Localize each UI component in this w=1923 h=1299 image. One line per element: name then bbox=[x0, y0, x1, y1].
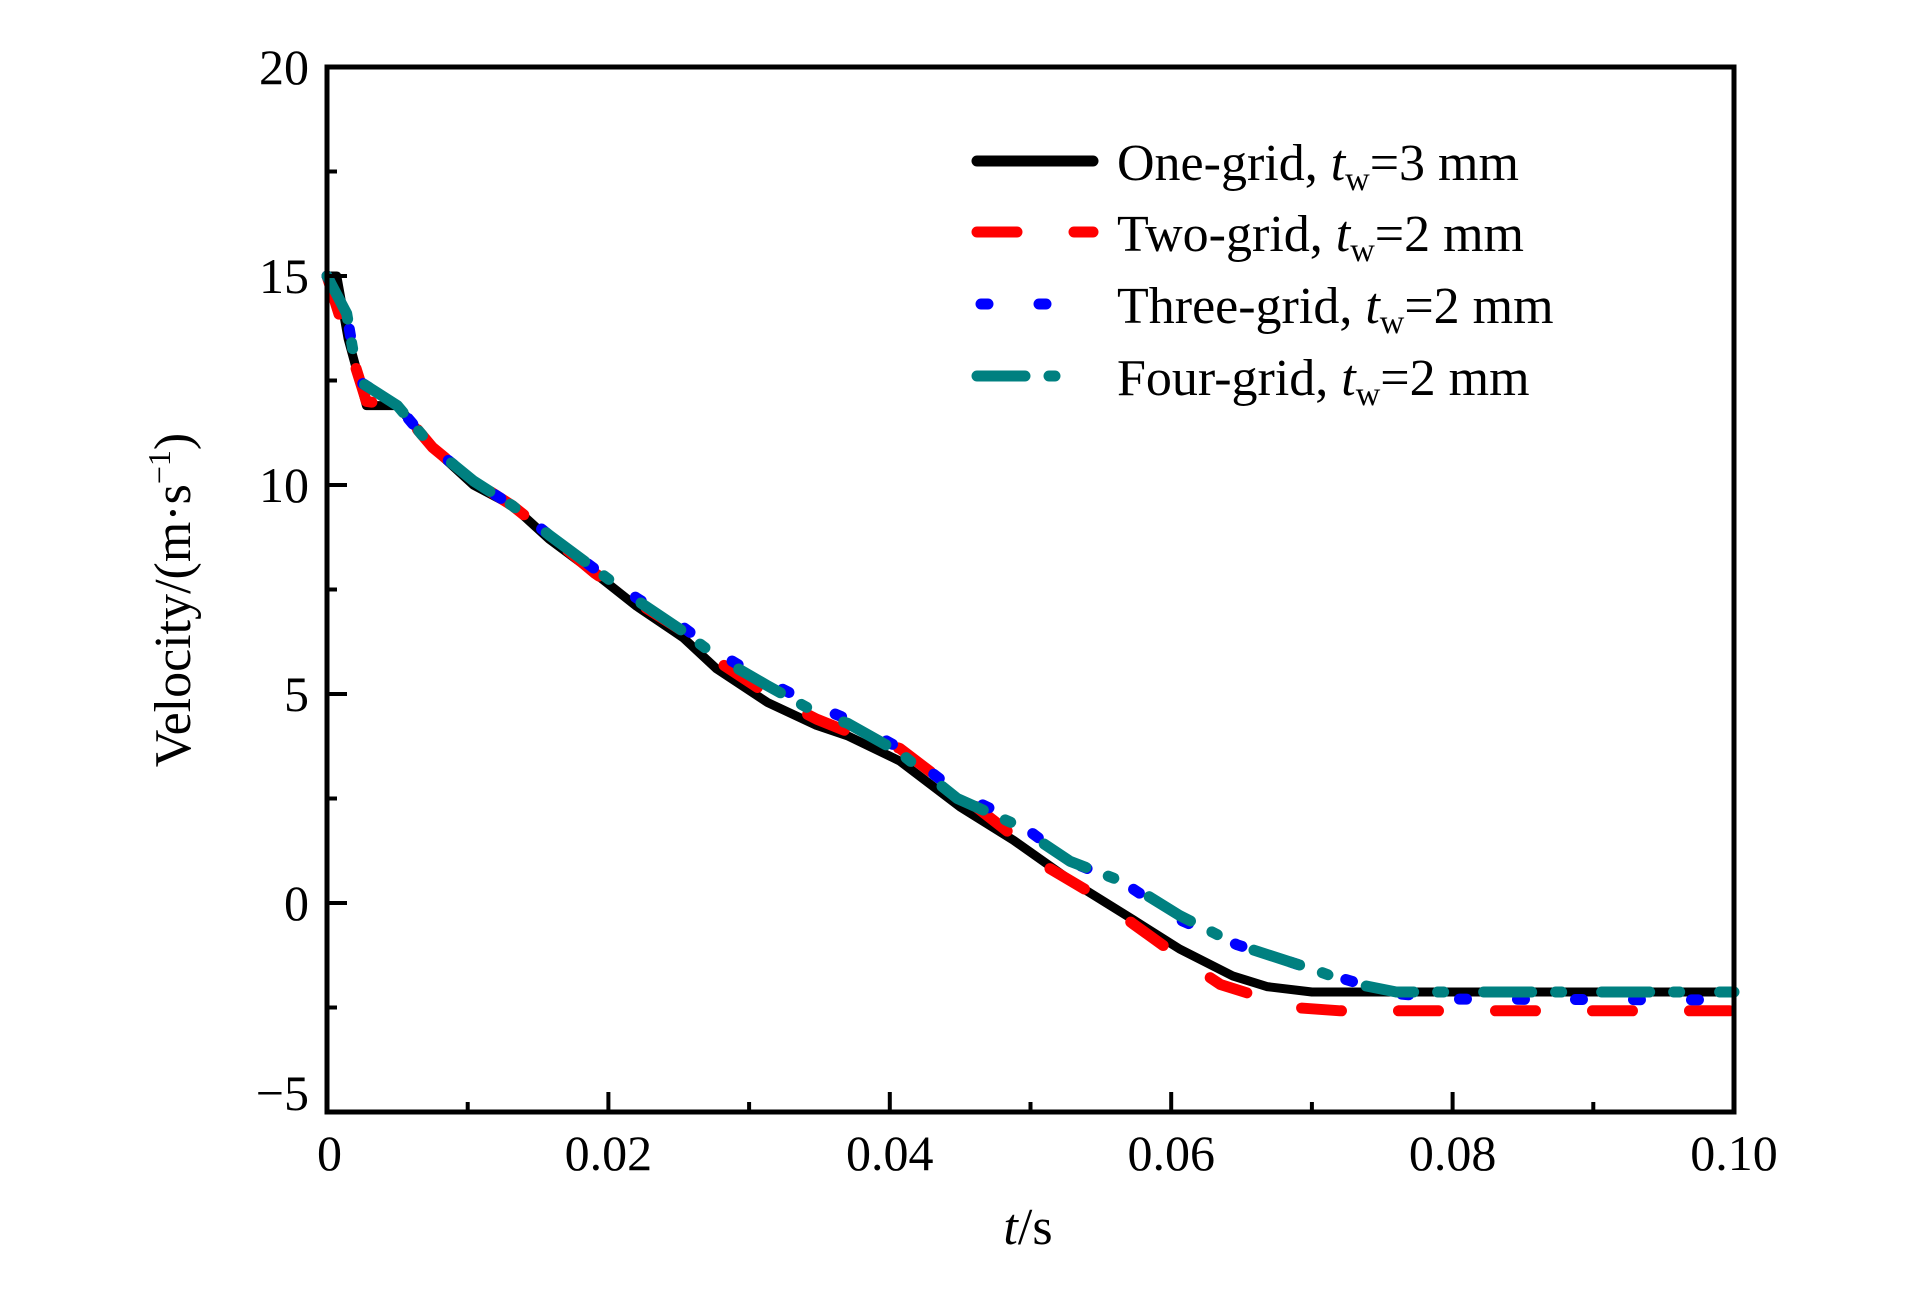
series-layer bbox=[321, 270, 1740, 1017]
x-tick-label: 0.10 bbox=[1690, 1125, 1778, 1181]
y-tick-label: 20 bbox=[259, 39, 309, 95]
y-tick-label: 5 bbox=[284, 666, 309, 722]
x-axis-title-var: t bbox=[1003, 1199, 1019, 1256]
x-tick-label: 0 bbox=[317, 1125, 342, 1181]
legend-label-two-grid: Two-grid, tw=2 mm bbox=[1117, 206, 1524, 269]
y-tick-label: 15 bbox=[259, 248, 309, 304]
legend-item-two-grid: Two-grid, tw=2 mm bbox=[971, 206, 1524, 269]
y-axis-title-close: ) bbox=[145, 433, 202, 450]
legend-label-one-grid: One-grid, tw=3 mm bbox=[1117, 135, 1519, 198]
legend-label-three-grid: Three-grid, tw=2 mm bbox=[1117, 278, 1554, 341]
x-tick-label: 0.04 bbox=[846, 1125, 934, 1181]
axis-ticks bbox=[327, 169, 1596, 1112]
y-tick-label: 10 bbox=[259, 457, 309, 513]
y-tick-label: −5 bbox=[256, 1065, 309, 1121]
y-axis-title-sup: −1 bbox=[141, 450, 177, 484]
series-line-two-grid bbox=[321, 270, 1740, 1017]
legend: One-grid, tw=3 mm Two-grid, tw=2 mm Thre… bbox=[971, 135, 1554, 413]
x-axis-title-unit: /s bbox=[1018, 1199, 1053, 1256]
y-tick-label: 0 bbox=[284, 875, 309, 931]
x-tick-label: 0.06 bbox=[1127, 1125, 1215, 1181]
x-axis-title: t/s bbox=[1003, 1199, 1052, 1256]
legend-label-four-grid: Four-grid, tw=2 mm bbox=[1117, 350, 1530, 413]
x-tick-label: 0.02 bbox=[565, 1125, 653, 1181]
x-tick-label: 0.08 bbox=[1409, 1125, 1497, 1181]
legend-item-three-grid: Three-grid, tw=2 mm bbox=[975, 278, 1554, 341]
y-axis-title: Velocity/(m·s−1) bbox=[141, 433, 202, 767]
legend-item-four-grid: Four-grid, tw=2 mm bbox=[971, 350, 1530, 413]
y-axis-title-main: Velocity/(m·s bbox=[145, 484, 202, 767]
legend-item-one-grid: One-grid, tw=3 mm bbox=[971, 135, 1519, 198]
series-line-three-grid bbox=[321, 270, 1740, 1006]
